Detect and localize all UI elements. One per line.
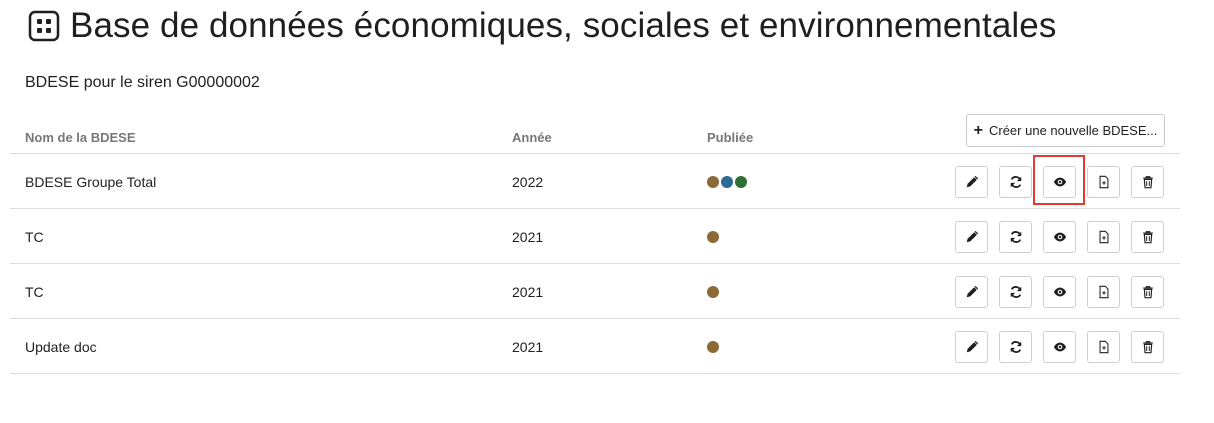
sync-button[interactable] bbox=[999, 276, 1032, 308]
trash-icon bbox=[1142, 286, 1153, 299]
plus-icon: + bbox=[973, 121, 983, 139]
trash-icon bbox=[1142, 231, 1153, 244]
eye-icon bbox=[1053, 232, 1066, 242]
document-button[interactable] bbox=[1087, 276, 1120, 308]
page-title: Base de données économiques, sociales et… bbox=[70, 6, 1057, 45]
page-header: Base de données économiques, sociales et… bbox=[28, 6, 1056, 46]
view-button[interactable] bbox=[1043, 276, 1076, 308]
table-header: Nom de la BDESE Année Publiée bbox=[10, 118, 1180, 154]
sync-icon bbox=[1010, 286, 1021, 298]
sync-icon bbox=[1010, 341, 1021, 353]
row-name: TC bbox=[25, 228, 44, 245]
row-published bbox=[707, 319, 721, 374]
published-dot bbox=[707, 285, 719, 298]
row-name: Update doc bbox=[25, 338, 97, 355]
row-year: 2021 bbox=[512, 228, 544, 245]
pencil-icon bbox=[966, 175, 978, 188]
pencil-icon bbox=[966, 285, 978, 298]
edit-button[interactable] bbox=[955, 331, 988, 363]
document-button[interactable] bbox=[1087, 166, 1120, 198]
row-published bbox=[707, 264, 721, 319]
document-button[interactable] bbox=[1087, 221, 1120, 253]
row-published bbox=[707, 209, 721, 264]
published-dot bbox=[707, 340, 719, 353]
sync-button[interactable] bbox=[999, 331, 1032, 363]
sync-icon bbox=[1010, 231, 1021, 243]
row-year: 2022 bbox=[512, 173, 544, 190]
row-name: TC bbox=[25, 283, 44, 300]
table-row: TC 2021 bbox=[10, 264, 1180, 319]
delete-button[interactable] bbox=[1131, 166, 1164, 198]
eye-icon bbox=[1053, 342, 1066, 352]
document-icon bbox=[1099, 230, 1108, 244]
document-button[interactable] bbox=[1087, 331, 1120, 363]
published-dot bbox=[707, 175, 719, 188]
pencil-icon bbox=[966, 230, 978, 243]
row-name: BDESE Groupe Total bbox=[25, 173, 157, 190]
create-bdese-button[interactable]: + Créer une nouvelle BDESE... bbox=[966, 114, 1165, 147]
published-dot bbox=[707, 230, 719, 243]
delete-button[interactable] bbox=[1131, 331, 1164, 363]
view-button[interactable] bbox=[1043, 221, 1076, 253]
trash-icon bbox=[1142, 341, 1153, 354]
row-published bbox=[707, 154, 749, 209]
header-name: Nom de la BDESE bbox=[25, 130, 136, 145]
header-published: Publiée bbox=[707, 130, 754, 145]
edit-button[interactable] bbox=[955, 276, 988, 308]
eye-icon bbox=[1053, 287, 1066, 297]
create-bdese-label: Créer une nouvelle BDESE... bbox=[988, 123, 1158, 138]
page-subtitle: BDESE pour le siren G00000002 bbox=[25, 74, 260, 91]
bdese-table: Nom de la BDESE Année Publiée BDESE Grou… bbox=[10, 118, 1180, 374]
document-icon bbox=[1099, 285, 1108, 299]
sync-button[interactable] bbox=[999, 166, 1032, 198]
table-row: BDESE Groupe Total 2022 bbox=[10, 154, 1180, 209]
view-button[interactable] bbox=[1043, 166, 1076, 198]
view-button[interactable] bbox=[1043, 331, 1076, 363]
trash-icon bbox=[1142, 176, 1153, 189]
eye-icon bbox=[1053, 177, 1066, 187]
sync-button[interactable] bbox=[999, 221, 1032, 253]
sync-icon bbox=[1010, 176, 1021, 188]
row-year: 2021 bbox=[512, 283, 544, 300]
delete-button[interactable] bbox=[1131, 221, 1164, 253]
row-year: 2021 bbox=[512, 338, 544, 355]
published-dot bbox=[735, 175, 747, 188]
table-row: TC 2021 bbox=[10, 209, 1180, 264]
document-icon bbox=[1099, 340, 1108, 354]
dashboard-icon bbox=[28, 10, 60, 42]
pencil-icon bbox=[966, 340, 978, 353]
document-icon bbox=[1099, 175, 1108, 189]
edit-button[interactable] bbox=[955, 221, 988, 253]
table-body: BDESE Groupe Total 2022 TC 2021 bbox=[10, 154, 1180, 374]
edit-button[interactable] bbox=[955, 166, 988, 198]
header-year: Année bbox=[512, 130, 552, 145]
table-row: Update doc 2021 bbox=[10, 319, 1180, 374]
delete-button[interactable] bbox=[1131, 276, 1164, 308]
published-dot bbox=[721, 175, 733, 188]
